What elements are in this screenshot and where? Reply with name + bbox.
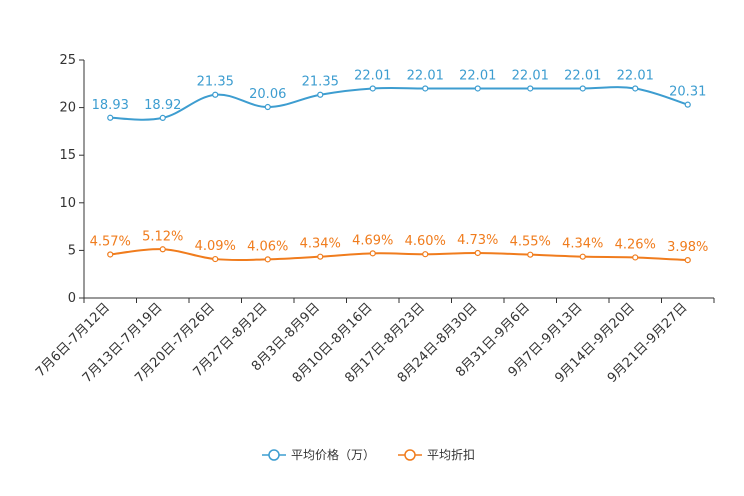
- data-point[interactable]: [107, 251, 114, 258]
- data-point[interactable]: [264, 103, 271, 111]
- series-line: [110, 86, 689, 121]
- data-label: 22.01: [564, 68, 601, 83]
- data-label: 22.01: [354, 68, 391, 83]
- data-label: 3.98%: [667, 240, 708, 255]
- y-tick-label: 15: [59, 148, 76, 163]
- series-layer: 18.93 18.92 21.35 20.06 21.35 22.01 22.01 22.01…: [90, 68, 708, 264]
- data-label: 22.01: [407, 68, 444, 83]
- series-avg-price: 18.93 18.92 21.35 20.06 21.35 22.01 22.01 22.01…: [92, 68, 706, 121]
- y-tick-label: 25: [59, 53, 76, 68]
- data-point[interactable]: [579, 253, 586, 260]
- data-point[interactable]: [212, 91, 219, 98]
- x-axis: 7月6日-7月12日7月13日-7月19日7月20日-7月26日7月27日-8月…: [33, 297, 715, 386]
- y-axis: 0 5 10 15 20 25: [59, 53, 85, 306]
- data-point[interactable]: [212, 255, 219, 263]
- data-point[interactable]: [107, 114, 114, 121]
- data-label: 22.01: [459, 68, 496, 83]
- data-point[interactable]: [264, 256, 271, 263]
- data-point[interactable]: [474, 249, 481, 257]
- data-label: 4.60%: [405, 234, 446, 249]
- data-point[interactable]: [317, 91, 324, 98]
- data-point[interactable]: [632, 85, 639, 92]
- legend-item-avg-price[interactable]: 平均价格（万）: [262, 447, 375, 462]
- data-point[interactable]: [474, 85, 481, 92]
- y-tick-label: 10: [59, 196, 76, 211]
- data-point[interactable]: [159, 246, 166, 253]
- legend[interactable]: 平均价格（万） 平均折扣: [262, 447, 475, 462]
- data-label: 4.34%: [300, 237, 341, 252]
- data-point[interactable]: [684, 257, 691, 264]
- data-label: 18.93: [92, 98, 129, 113]
- data-label: 21.35: [302, 75, 339, 90]
- data-label: 4.34%: [562, 237, 603, 252]
- data-label: 4.06%: [247, 239, 288, 254]
- legend-label: 平均折扣: [427, 447, 475, 462]
- data-point[interactable]: [422, 251, 429, 258]
- data-label: 18.92: [144, 98, 181, 113]
- data-point[interactable]: [632, 254, 639, 261]
- legend-item-avg-discount[interactable]: 平均折扣: [398, 447, 475, 462]
- data-label: 5.12%: [142, 229, 183, 244]
- data-point[interactable]: [527, 251, 534, 258]
- data-label: 20.06: [249, 87, 286, 102]
- legend-label: 平均价格（万）: [291, 447, 375, 462]
- data-label: 21.35: [197, 75, 234, 90]
- series-avg-discount: 4.57% 5.12% 4.09% 4.06% 4.34% 4.69% 4.60% 4.73%…: [90, 229, 708, 264]
- series-line: [110, 248, 688, 262]
- legend-marker-icon: [404, 449, 416, 461]
- data-label: 4.73%: [457, 233, 498, 248]
- data-point[interactable]: [579, 85, 586, 92]
- data-label: 4.57%: [90, 234, 131, 249]
- data-point[interactable]: [422, 85, 429, 92]
- data-label: 22.01: [617, 68, 654, 83]
- legend-marker-icon: [268, 449, 280, 461]
- data-label: 4.69%: [352, 233, 393, 248]
- data-point[interactable]: [369, 85, 376, 92]
- data-point[interactable]: [159, 114, 166, 121]
- y-tick-label: 5: [68, 243, 76, 258]
- data-label: 4.26%: [615, 237, 656, 252]
- data-point[interactable]: [527, 85, 534, 92]
- data-label: 4.09%: [195, 239, 236, 254]
- y-tick-label: 0: [68, 291, 76, 306]
- data-label: 22.01: [512, 68, 549, 83]
- y-tick-label: 20: [59, 101, 76, 116]
- data-label: 4.55%: [510, 235, 551, 250]
- data-point[interactable]: [317, 253, 324, 260]
- data-point[interactable]: [369, 250, 376, 257]
- data-label: 20.31: [669, 85, 706, 100]
- data-point[interactable]: [684, 101, 691, 108]
